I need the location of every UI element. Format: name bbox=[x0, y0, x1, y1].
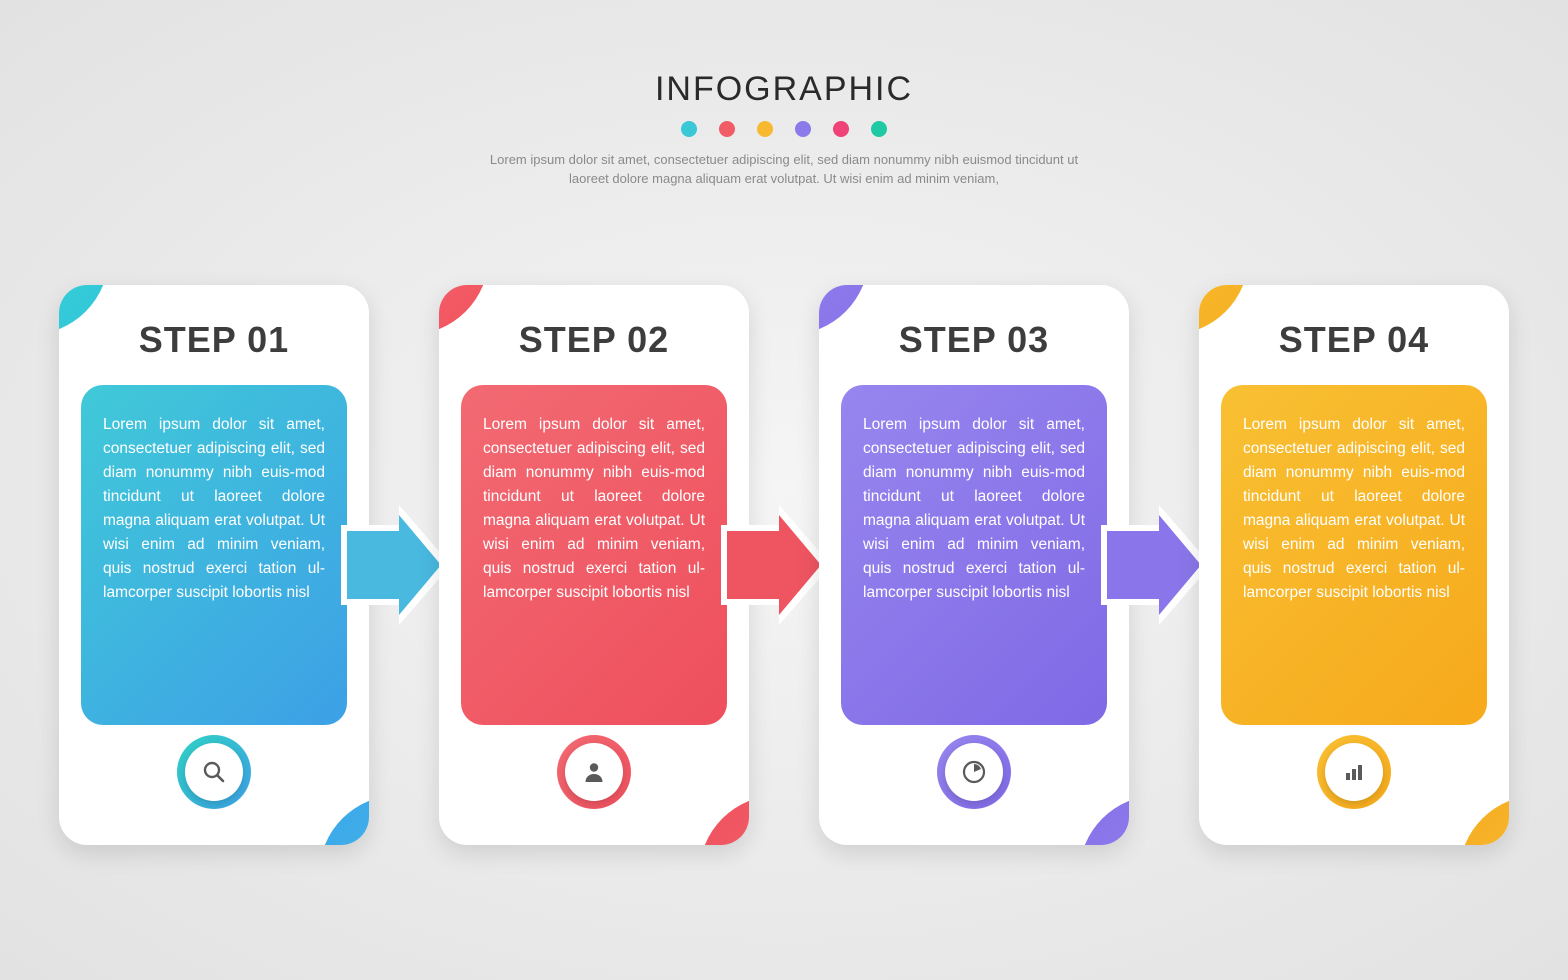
step-icon-ring bbox=[177, 735, 251, 809]
palette-dot-1 bbox=[719, 121, 735, 137]
step-card-1: STEP 01 Lorem ipsum dolor sit amet, conse… bbox=[59, 285, 369, 845]
arrow-slot bbox=[369, 285, 439, 845]
step-body: Lorem ipsum dolor sit amet, consectetuer… bbox=[1221, 385, 1487, 725]
arrow-right-icon bbox=[1101, 505, 1211, 625]
corner-accent-bottom bbox=[699, 795, 749, 845]
palette-dot-3 bbox=[795, 121, 811, 137]
arrow-right-icon bbox=[721, 505, 831, 625]
arrow-right-icon bbox=[341, 505, 451, 625]
steps-row: STEP 01 Lorem ipsum dolor sit amet, conse… bbox=[59, 285, 1509, 845]
palette-dot-5 bbox=[871, 121, 887, 137]
step-title: STEP 03 bbox=[819, 319, 1129, 361]
user-icon bbox=[565, 743, 623, 801]
step-icon-ring bbox=[937, 735, 1011, 809]
clock-icon bbox=[945, 743, 1003, 801]
corner-accent-bottom bbox=[1079, 795, 1129, 845]
page-subtitle: Lorem ipsum dolor sit amet, consectetuer… bbox=[484, 151, 1084, 189]
step-card-3: STEP 03 Lorem ipsum dolor sit amet, conse… bbox=[819, 285, 1129, 845]
palette-dots bbox=[484, 121, 1084, 137]
search-icon bbox=[185, 743, 243, 801]
bar-chart-icon bbox=[1325, 743, 1383, 801]
corner-accent-bottom bbox=[319, 795, 369, 845]
step-icon-ring bbox=[1317, 735, 1391, 809]
step-title: STEP 02 bbox=[439, 319, 749, 361]
palette-dot-2 bbox=[757, 121, 773, 137]
step-body: Lorem ipsum dolor sit amet, consectetuer… bbox=[81, 385, 347, 725]
page-title: INFOGRAPHIC bbox=[484, 70, 1084, 109]
palette-dot-0 bbox=[681, 121, 697, 137]
step-card-4: STEP 04 Lorem ipsum dolor sit amet, conse… bbox=[1199, 285, 1509, 845]
step-body: Lorem ipsum dolor sit amet, consectetuer… bbox=[841, 385, 1107, 725]
step-icon-ring bbox=[557, 735, 631, 809]
palette-dot-4 bbox=[833, 121, 849, 137]
corner-accent-bottom bbox=[1459, 795, 1509, 845]
arrow-slot bbox=[749, 285, 819, 845]
step-title: STEP 04 bbox=[1199, 319, 1509, 361]
header: INFOGRAPHIC Lorem ipsum dolor sit amet, … bbox=[484, 70, 1084, 189]
step-card-2: STEP 02 Lorem ipsum dolor sit amet, conse… bbox=[439, 285, 749, 845]
arrow-slot bbox=[1129, 285, 1199, 845]
step-body: Lorem ipsum dolor sit amet, consectetuer… bbox=[461, 385, 727, 725]
step-title: STEP 01 bbox=[59, 319, 369, 361]
